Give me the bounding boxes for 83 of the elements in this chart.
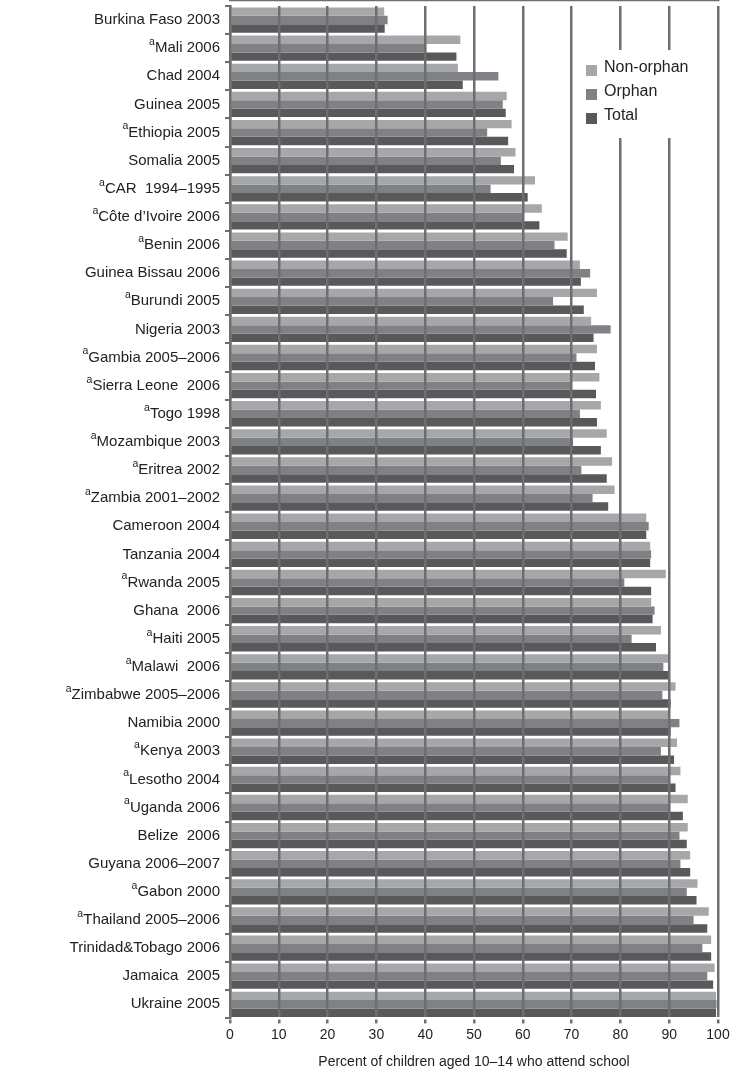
bar — [231, 935, 712, 944]
bar — [231, 164, 515, 174]
bar — [231, 803, 671, 812]
x-tick-label: 30 — [368, 1025, 385, 1042]
bar — [231, 156, 501, 165]
bar — [231, 755, 675, 764]
legend-label: Non-orphan — [604, 58, 689, 76]
bar — [231, 80, 463, 89]
bar — [231, 232, 568, 241]
bar — [231, 297, 554, 306]
bar — [231, 1000, 717, 1009]
bar — [231, 924, 708, 933]
bar — [231, 485, 615, 494]
legend-label: Total — [604, 106, 638, 124]
y-tick-label: Ukraine 2005 — [130, 994, 221, 1012]
y-tick-label: Belize 2006 — [137, 825, 220, 843]
x-tick-label: 20 — [319, 1025, 336, 1042]
bar — [231, 7, 385, 16]
bar — [231, 682, 676, 691]
bar — [231, 119, 512, 129]
bar — [231, 775, 671, 784]
bar — [231, 353, 577, 362]
bar — [231, 907, 709, 916]
bar — [231, 831, 680, 840]
bar — [231, 502, 609, 511]
bar — [231, 671, 669, 680]
y-tick-label: Ghana 2006 — [133, 600, 221, 618]
bar — [231, 63, 458, 73]
bar — [231, 550, 652, 559]
bar — [231, 654, 670, 663]
bar — [231, 851, 691, 860]
y-tick-label: Namibia 2000 — [127, 713, 221, 731]
legend-label: Orphan — [604, 82, 658, 100]
x-axis-title: Percent of children aged 10–14 who attend school — [318, 1053, 630, 1070]
x-tick-label: 70 — [563, 1025, 580, 1042]
bar — [231, 699, 671, 708]
bar — [231, 727, 671, 736]
bar — [231, 52, 457, 61]
bar — [231, 626, 661, 635]
bar — [231, 401, 601, 410]
bar — [231, 879, 698, 888]
x-tick-label: 90 — [661, 1025, 678, 1042]
bar — [231, 474, 607, 483]
y-tick-label: Guinea 2005 — [134, 94, 220, 112]
bar — [231, 896, 697, 905]
bar — [231, 24, 385, 33]
y-tick-label: Tanzania 2004 — [122, 544, 221, 562]
y-tick-label: Jamaica 2005 — [122, 966, 220, 984]
bar — [231, 980, 714, 989]
bar — [231, 221, 540, 230]
bar — [231, 100, 503, 109]
bar — [231, 325, 611, 334]
bar — [231, 72, 499, 81]
y-tick-label: Burkina Faso 2003 — [94, 10, 221, 28]
bar — [231, 530, 647, 539]
bar — [231, 128, 488, 137]
y-tick-label: Nigeria 2003 — [134, 319, 221, 337]
bar — [231, 457, 613, 466]
y-tick-label: Trinidad&Tobago 2006 — [69, 938, 220, 956]
bar — [231, 204, 542, 213]
x-tick-label: 60 — [515, 1025, 531, 1042]
x-tick-label: 0 — [226, 1025, 235, 1042]
y-tick-label: Somalia 2005 — [128, 150, 221, 168]
bar — [231, 176, 535, 185]
y-tick-label: Chad 2004 — [146, 66, 221, 84]
bar — [231, 952, 712, 961]
bar — [231, 710, 670, 719]
bar — [231, 446, 601, 455]
bar — [231, 578, 625, 587]
bar — [231, 381, 572, 390]
bar — [231, 277, 581, 286]
y-tick-label: Cameroon 2004 — [112, 516, 221, 534]
bar — [231, 606, 655, 615]
bar — [231, 429, 607, 438]
y-tick-label: Guyana 2006–2007 — [88, 853, 221, 871]
x-tick-label: 100 — [706, 1025, 730, 1042]
y-tick-label: Guinea Bissau 2006 — [84, 263, 221, 281]
x-tick-label: 50 — [466, 1025, 482, 1042]
bar — [231, 249, 567, 258]
x-tick-label: 80 — [612, 1025, 629, 1042]
x-tick-label: 40 — [417, 1025, 434, 1042]
bar — [231, 91, 507, 101]
x-tick-label: 10 — [271, 1025, 287, 1042]
